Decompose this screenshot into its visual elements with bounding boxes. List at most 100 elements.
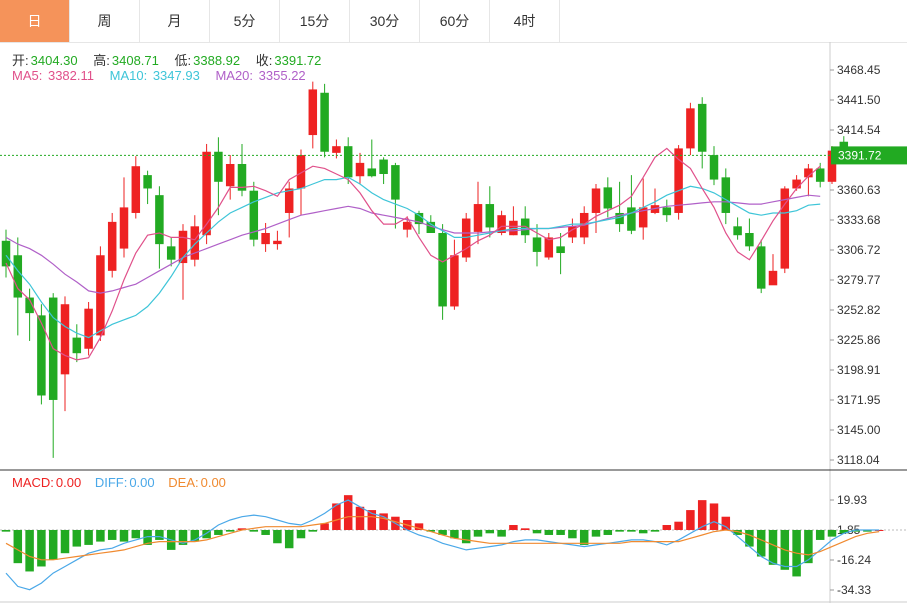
price-tick-label: 3225.86 xyxy=(837,333,881,347)
ma5-value: 3382.11 xyxy=(47,68,94,83)
macd-bar xyxy=(225,529,235,532)
candle-body xyxy=(745,232,754,247)
candle-body xyxy=(414,212,424,225)
macd-tick-label: -34.33 xyxy=(837,583,871,597)
candle-body xyxy=(709,155,719,180)
macd-bar xyxy=(60,529,70,554)
candle-body xyxy=(72,337,82,354)
candle-body xyxy=(60,304,70,375)
candle-body xyxy=(343,146,353,178)
macd-bar xyxy=(863,529,872,532)
open-value: 3404.30 xyxy=(30,53,78,68)
macd-bar xyxy=(119,529,129,542)
macd-bar xyxy=(273,529,282,544)
candle-body xyxy=(638,207,648,228)
candle-body xyxy=(296,155,306,189)
price-tick-label: 3333.68 xyxy=(837,213,881,227)
candle-body xyxy=(627,207,636,231)
macd-bar xyxy=(520,528,530,530)
candle-body xyxy=(178,230,188,264)
macd-bar xyxy=(756,529,766,557)
price-tick-label: 3441.50 xyxy=(837,93,881,107)
macd-bar xyxy=(473,529,483,537)
tab-7[interactable]: 4时 xyxy=(490,0,560,42)
macd-bar xyxy=(72,529,82,547)
candle-body xyxy=(379,159,388,175)
candle-body xyxy=(190,226,200,260)
candle-body xyxy=(119,207,129,249)
macd-bar xyxy=(591,529,601,537)
macd-bar xyxy=(556,529,565,535)
macd-bar xyxy=(768,529,778,565)
macd-label: MACD: xyxy=(12,475,54,490)
ma10-value: 3347.93 xyxy=(152,68,200,83)
candle-body xyxy=(37,315,46,396)
macd-bar xyxy=(131,529,141,539)
ma20-value: 3355.22 xyxy=(258,68,306,83)
candle-body xyxy=(815,168,825,182)
macd-bar xyxy=(686,510,695,530)
macd-bar xyxy=(190,529,200,542)
tab-2[interactable]: 月 xyxy=(140,0,210,42)
candle-body xyxy=(426,221,436,233)
candle-body xyxy=(662,207,672,216)
price-tick-label: 3145.00 xyxy=(837,423,881,437)
macd-bar xyxy=(804,529,813,564)
macd-bar xyxy=(84,529,93,545)
macd-bar xyxy=(815,529,825,540)
candle-body xyxy=(568,226,577,238)
macd-bar xyxy=(107,529,117,540)
macd-bar xyxy=(155,529,164,540)
macd-bar xyxy=(627,529,636,532)
macd-bar xyxy=(615,529,624,532)
high-label: 高: xyxy=(93,53,110,68)
macd-bar xyxy=(650,529,660,532)
macd-bar xyxy=(367,510,377,530)
macd-bar xyxy=(851,529,860,532)
price-tick-label: 3414.54 xyxy=(837,123,881,137)
ohlc-info: 开: 3404.30 高: 3408.71 低: 3388.92 收: 3391.72 xyxy=(12,50,323,69)
candle-body xyxy=(804,168,813,178)
price-tick-label: 3306.72 xyxy=(837,243,881,257)
candle-body xyxy=(202,151,211,236)
ma20-label: MA20: xyxy=(215,68,254,83)
low-value: 3388.92 xyxy=(193,53,241,68)
macd-bar xyxy=(343,495,353,530)
macd-bar xyxy=(579,529,589,545)
candle-body xyxy=(721,177,731,213)
tab-4[interactable]: 15分 xyxy=(280,0,350,42)
current-price-label: 3391.72 xyxy=(838,148,882,162)
tab-6[interactable]: 60分 xyxy=(420,0,490,42)
macd-bar xyxy=(332,503,341,530)
macd-bar xyxy=(214,529,223,535)
open-label: 开: xyxy=(12,53,29,68)
candle-body xyxy=(261,232,270,245)
macd-bar xyxy=(450,529,459,539)
tab-1[interactable]: 周 xyxy=(70,0,140,42)
dea-label: DEA: xyxy=(168,475,199,490)
macd-bar xyxy=(532,529,542,534)
macd-bar xyxy=(414,523,424,530)
candle-body xyxy=(461,218,471,258)
ma10-line xyxy=(5,176,821,339)
macd-bar xyxy=(25,529,34,572)
candle-body xyxy=(166,246,176,260)
candle-body xyxy=(84,308,93,349)
candle-body xyxy=(697,103,707,152)
tab-0[interactable]: 日 xyxy=(0,0,70,42)
macd-bar xyxy=(296,529,306,539)
close-value: 3391.72 xyxy=(274,53,322,68)
candle-body xyxy=(402,221,412,230)
candle-body xyxy=(107,221,117,271)
macd-bar xyxy=(603,529,613,535)
candle-body xyxy=(591,188,601,213)
macd-bar xyxy=(379,513,388,530)
price-tick-label: 3118.04 xyxy=(837,453,880,467)
tab-5[interactable]: 30分 xyxy=(350,0,420,42)
ma5-line xyxy=(5,147,821,361)
macd-bar xyxy=(745,529,754,547)
candle-body xyxy=(603,187,613,209)
tab-3[interactable]: 5分 xyxy=(210,0,280,42)
macd-bar xyxy=(1,529,11,532)
